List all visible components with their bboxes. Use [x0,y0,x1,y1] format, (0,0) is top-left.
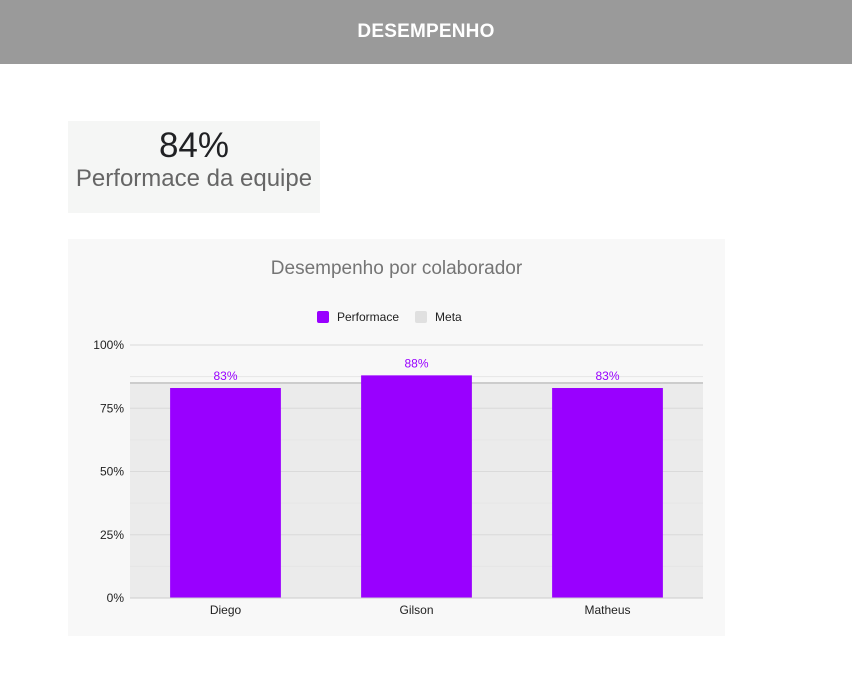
legend-item-performance[interactable]: Performace [317,310,399,324]
data-label: 83% [213,369,237,383]
team-performance-scorecard: 84% Performace da equipe [68,121,320,213]
x-tick-label: Diego [210,603,242,617]
x-tick-label: Matheus [584,603,630,617]
chart-canvas: 0% 25% 50% 75% 100% 83% Diego 88% Gilson 83% Mathe… [93,338,703,617]
scorecard-label: Performace da equipe [75,165,313,192]
y-tick-label: 100% [93,338,124,352]
bar-gilson [361,375,472,598]
performance-chart: 0% 25% 50% 75% 100% 83% Diego 88% Gilson 83% Mathe… [68,239,725,636]
y-tick-label: 0% [107,591,125,605]
legend-item-meta[interactable]: Meta [415,310,462,324]
scorecard-value: 84% [158,126,230,165]
page-title: DESEMPENHO [357,21,495,42]
x-tick-label: Gilson [399,603,433,617]
page-header: DESEMPENHO [0,0,852,64]
y-tick-label: 25% [100,528,124,542]
legend-label-performance: Performace [337,310,400,324]
bar-matheus [552,388,663,598]
data-label: 83% [595,369,619,383]
data-label: 88% [404,356,428,370]
legend-swatch-performance [317,311,329,323]
bar-diego [170,388,281,598]
legend-label-meta: Meta [435,310,462,324]
chart-legend: Performace Meta [317,310,478,324]
chart-title: Desempenho por colaborador [270,258,523,279]
y-tick-label: 75% [100,401,124,415]
legend-swatch-meta [415,311,428,323]
y-tick-label: 50% [100,465,124,479]
